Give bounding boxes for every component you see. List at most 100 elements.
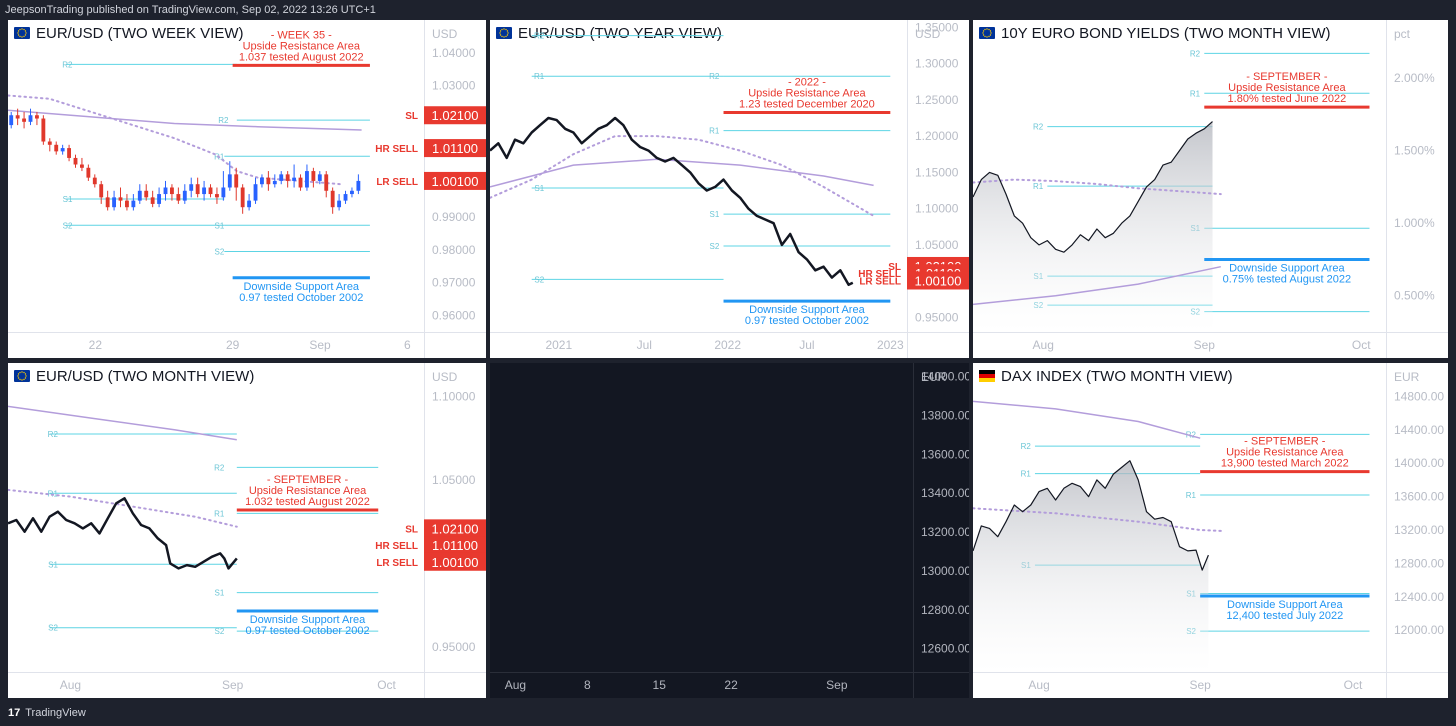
candle[interactable] (157, 187, 162, 208)
candle[interactable] (35, 111, 39, 126)
candle[interactable] (311, 167, 316, 188)
candle[interactable] (247, 194, 252, 211)
eu-flag-star (982, 32, 984, 34)
eu-flag-icon (496, 27, 512, 39)
candle[interactable] (221, 171, 226, 201)
candle[interactable] (324, 171, 329, 198)
candle[interactable] (330, 187, 335, 214)
candle[interactable] (47, 138, 52, 152)
candle[interactable] (54, 141, 59, 155)
candle[interactable] (215, 187, 219, 204)
time-tick-label: Jul (637, 338, 652, 352)
candle[interactable] (266, 171, 271, 191)
chart-panel-eurusd-two-week[interactable]: 1.040001.030001.020001.010001.000000.990… (8, 20, 486, 358)
candle[interactable] (195, 177, 200, 198)
eu-flag-star (24, 373, 27, 375)
candle[interactable] (240, 184, 245, 214)
trade-level-label: HR SELL (858, 269, 901, 280)
candle[interactable] (170, 184, 174, 201)
chart-panel-dax[interactable]: 14800.00 14400.00 14000.00 13600.00 13200.00… (973, 363, 1448, 698)
pivot-label: S1 (534, 184, 544, 193)
candle[interactable] (292, 164, 297, 188)
candle[interactable] (253, 177, 258, 204)
candle[interactable] (343, 190, 348, 204)
candle[interactable] (150, 190, 155, 208)
candle[interactable] (22, 111, 27, 129)
eu-flag-field (979, 27, 995, 39)
candle[interactable] (272, 174, 277, 188)
candle[interactable] (92, 174, 97, 188)
candle[interactable] (337, 194, 342, 211)
candle-body (131, 200, 136, 208)
candle[interactable] (137, 184, 142, 204)
candle[interactable] (99, 180, 104, 204)
eu-flag-star (506, 34, 509, 36)
eu-flag-star (986, 28, 988, 30)
moving-average-line (8, 405, 237, 441)
candle[interactable] (112, 190, 117, 211)
price-tick-label: 1.05000 (432, 473, 476, 487)
candle-body (260, 177, 264, 185)
candle[interactable] (131, 194, 136, 211)
candle[interactable] (144, 184, 149, 201)
chart-panel-empty[interactable]: 14000.00 13800.00 13600.00 13400.00 13200.00… (490, 363, 969, 698)
tradingview-logo-icon[interactable]: 17 (8, 700, 20, 726)
candle[interactable] (105, 190, 110, 211)
candle[interactable] (182, 184, 187, 204)
eu-flag-star (17, 377, 20, 379)
candle[interactable] (80, 157, 84, 172)
candle[interactable] (118, 187, 123, 208)
chart-panel-eurusd-two-year[interactable]: 1.35000 1.30000 1.25000 1.20000 1.15000 1.100… (490, 20, 969, 358)
eu-flag-star (24, 30, 27, 32)
resistance-zone-text: Upside Resistance Area (748, 88, 866, 100)
eu-flag-star (21, 379, 23, 381)
candle[interactable] (60, 144, 65, 155)
candle[interactable] (28, 108, 33, 126)
candle-body (137, 190, 142, 201)
candle[interactable] (227, 161, 232, 191)
trade-level-price: 1.02100 (432, 108, 479, 123)
candle[interactable] (125, 194, 129, 211)
chart-background (8, 363, 486, 698)
candle[interactable] (234, 167, 239, 201)
candle[interactable] (305, 164, 309, 191)
candle[interactable] (285, 171, 290, 188)
candle[interactable] (73, 154, 78, 168)
candle[interactable] (202, 180, 207, 201)
chart-svg: 1.100001.050001.000000.95000USDAugSepOct… (8, 363, 486, 698)
candle[interactable] (350, 187, 354, 198)
trade-level-label: LR SELL (859, 276, 901, 287)
candle[interactable] (67, 144, 72, 162)
support-zone-text: 0.97 tested October 2002 (245, 625, 369, 637)
candle[interactable] (356, 174, 361, 195)
candle[interactable] (208, 184, 213, 198)
pivot-label: S2 (215, 627, 225, 636)
candle[interactable] (86, 164, 91, 181)
candle[interactable] (41, 115, 46, 145)
price-tick-label: 2.000% (1394, 71, 1435, 85)
price-tick-label: 14000.00 (921, 370, 969, 384)
candle[interactable] (260, 174, 264, 188)
candle-body (266, 177, 271, 185)
candle[interactable] (317, 171, 322, 185)
candle[interactable] (15, 108, 20, 126)
candle[interactable] (176, 187, 181, 204)
chart-panel-bund-yields[interactable]: 2.000% 1.500% 1.000% 0.500% pct Aug Sep Oct 10Y … (973, 20, 1448, 358)
price-tick-label: 13600.00 (1394, 490, 1444, 504)
candle-body (234, 174, 239, 188)
tradingview-brand[interactable]: TradingView (25, 707, 86, 719)
candle-body (215, 194, 219, 198)
moving-average-dotted-line (8, 488, 238, 528)
candle[interactable] (9, 111, 14, 129)
candle[interactable] (163, 180, 168, 201)
eu-flag-star (499, 34, 502, 36)
chart-panel-eurusd-two-month[interactable]: 1.100001.050001.000000.95000USDAugSepOct… (8, 363, 486, 698)
chart-title: 10Y EURO BOND YIELDS (TWO MONTH VIEW) (1001, 25, 1331, 42)
candle[interactable] (279, 171, 284, 185)
moving-average-line (8, 109, 362, 131)
eu-flag-star (501, 35, 503, 38)
trade-level-price: 1.00100 (432, 174, 479, 189)
candle[interactable] (189, 177, 194, 198)
price-tick-label: 0.99000 (432, 210, 476, 224)
candle[interactable] (298, 174, 303, 191)
